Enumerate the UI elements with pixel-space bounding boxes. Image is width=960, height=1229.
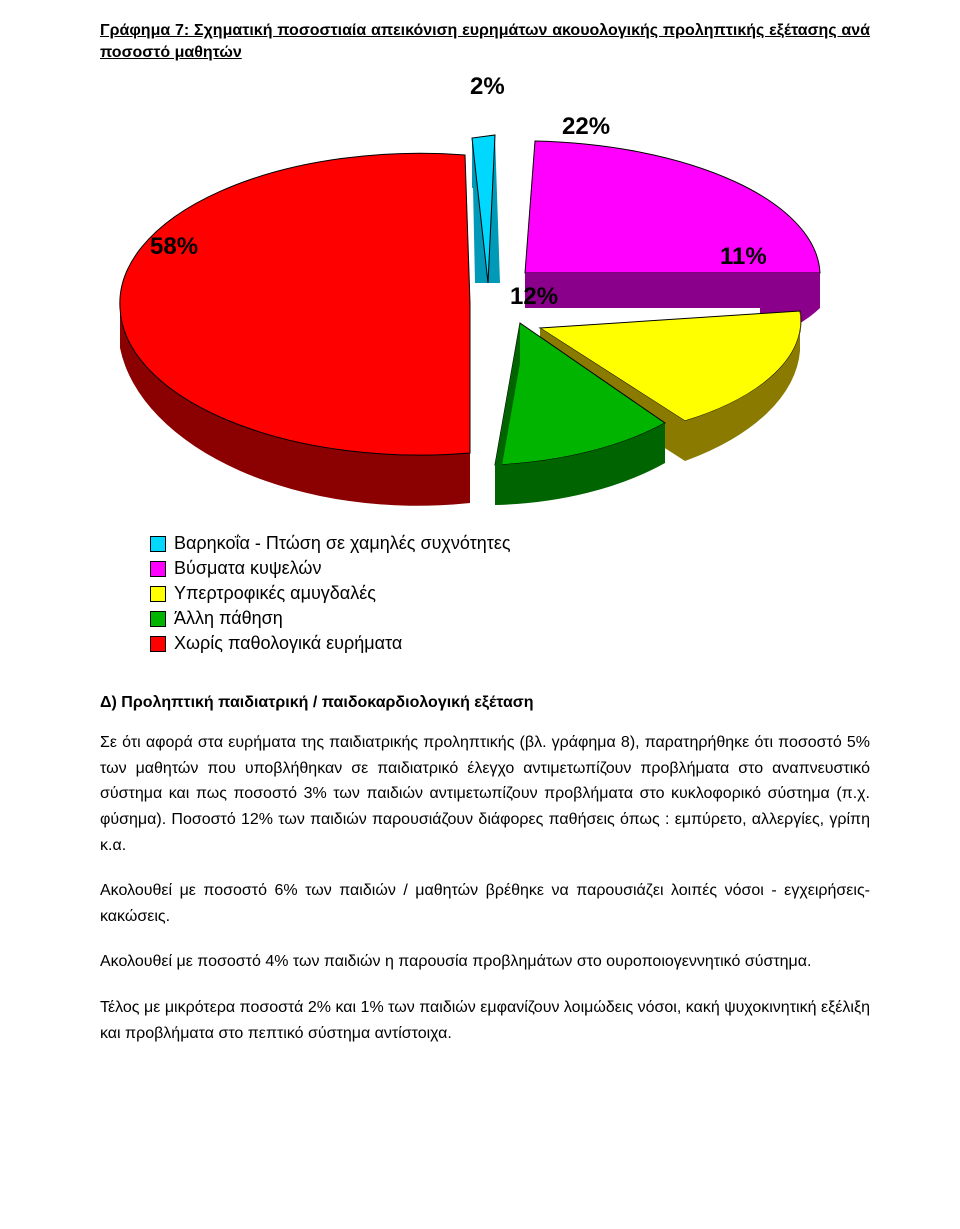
slice-label-12: 12% (510, 283, 558, 311)
legend-swatch (150, 561, 166, 577)
paragraph: Ακολουθεί με ποσοστό 6% των παιδιών / μα… (100, 878, 870, 929)
legend-swatch (150, 636, 166, 652)
pie-svg (100, 73, 860, 513)
slice-label-2: 2% (470, 73, 505, 101)
paragraph: Τέλος με μικρότερα ποσοστά 2% και 1% των… (100, 995, 870, 1046)
slice-label-58: 58% (150, 233, 198, 261)
paragraph: Σε ότι αφορά στα ευρήματα της παιδιατρικ… (100, 730, 870, 858)
legend: Βαρηκοΐα - Πτώση σε χαμηλές συχνότητες Β… (150, 533, 870, 654)
legend-item: Χωρίς παθολογικά ευρήματα (150, 633, 870, 654)
section-heading: Δ) Προληπτική παιδιατρική / παιδοκαρδιολ… (100, 694, 870, 712)
legend-item: Βαρηκοΐα - Πτώση σε χαμηλές συχνότητες (150, 533, 870, 554)
legend-label: Υπερτροφικές αμυγδαλές (174, 583, 376, 604)
slice-label-22: 22% (562, 113, 610, 141)
slice-magenta-depth (525, 273, 820, 308)
legend-item: Άλλη πάθηση (150, 608, 870, 629)
legend-item: Βύσματα κυψελών (150, 558, 870, 579)
slice-magenta-top (525, 141, 820, 273)
chart-title: Γράφημα 7: Σχηματική ποσοστιαία απεικόνι… (100, 20, 870, 63)
legend-item: Υπερτροφικές αμυγδαλές (150, 583, 870, 604)
legend-label: Άλλη πάθηση (174, 608, 283, 629)
legend-label: Χωρίς παθολογικά ευρήματα (174, 633, 402, 654)
slice-label-11: 11% (720, 243, 767, 271)
legend-swatch (150, 586, 166, 602)
legend-label: Βαρηκοΐα - Πτώση σε χαμηλές συχνότητες (174, 533, 511, 554)
legend-swatch (150, 536, 166, 552)
legend-label: Βύσματα κυψελών (174, 558, 321, 579)
page-container: Γράφημα 7: Σχηματική ποσοστιαία απεικόνι… (0, 0, 960, 1106)
paragraph: Ακολουθεί με ποσοστό 4% των παιδιών η πα… (100, 949, 870, 975)
legend-swatch (150, 611, 166, 627)
pie-chart: 2% 22% 58% 11% 12% (100, 73, 860, 513)
